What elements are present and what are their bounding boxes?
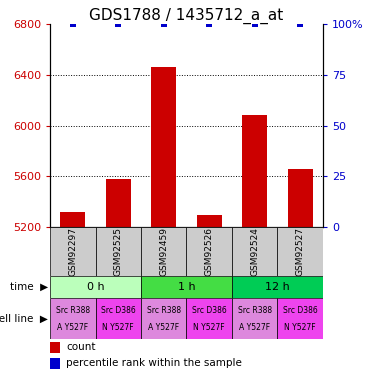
Bar (151, 68, 176, 227)
Point (115, 21, 121, 27)
Text: Src D386: Src D386 (192, 306, 227, 315)
Text: 0 h: 0 h (87, 282, 104, 292)
Text: Src R388: Src R388 (56, 306, 90, 315)
Text: Src D386: Src D386 (283, 306, 318, 315)
Point (206, 21, 212, 27)
Text: percentile rank within the sample: percentile rank within the sample (66, 358, 242, 368)
Bar (60, 211, 85, 227)
Text: GSM92525: GSM92525 (114, 227, 123, 276)
Text: GSM92524: GSM92524 (250, 227, 259, 276)
Text: N Y527F: N Y527F (193, 323, 225, 332)
Text: N Y527F: N Y527F (284, 323, 316, 332)
Bar (187, 227, 232, 276)
Bar (278, 298, 323, 339)
Bar (232, 276, 323, 298)
Bar (232, 227, 278, 276)
Point (297, 21, 303, 27)
Bar (50, 276, 141, 298)
Bar (50, 358, 60, 369)
Text: N Y527F: N Y527F (102, 323, 134, 332)
Text: cell line  ▶: cell line ▶ (0, 314, 48, 324)
Text: GSM92297: GSM92297 (68, 227, 77, 276)
Bar (278, 227, 323, 276)
Bar (141, 227, 186, 276)
Bar (141, 298, 186, 339)
Bar (50, 342, 60, 353)
Bar (50, 227, 96, 276)
Text: time  ▶: time ▶ (10, 282, 48, 292)
Text: A Y527F: A Y527F (57, 323, 88, 332)
Bar (197, 215, 221, 227)
Text: GSM92526: GSM92526 (205, 227, 214, 276)
Text: Src R388: Src R388 (237, 306, 272, 315)
Bar (141, 276, 232, 298)
Bar (288, 169, 312, 227)
Bar (187, 298, 232, 339)
Text: 1 h: 1 h (178, 282, 195, 292)
Text: A Y527F: A Y527F (239, 323, 270, 332)
Bar (50, 298, 96, 339)
Text: GSM92459: GSM92459 (159, 227, 168, 276)
Bar (242, 115, 267, 227)
Text: count: count (66, 342, 96, 352)
Text: Src R388: Src R388 (147, 306, 181, 315)
Title: GDS1788 / 1435712_a_at: GDS1788 / 1435712_a_at (89, 8, 283, 24)
Point (70, 21, 76, 27)
Text: Src D386: Src D386 (101, 306, 136, 315)
Text: 12 h: 12 h (265, 282, 290, 292)
Point (252, 21, 257, 27)
Text: GSM92527: GSM92527 (296, 227, 305, 276)
Bar (232, 298, 278, 339)
Bar (106, 179, 131, 227)
Text: A Y527F: A Y527F (148, 323, 179, 332)
Bar (96, 298, 141, 339)
Point (161, 21, 167, 27)
Bar (96, 227, 141, 276)
